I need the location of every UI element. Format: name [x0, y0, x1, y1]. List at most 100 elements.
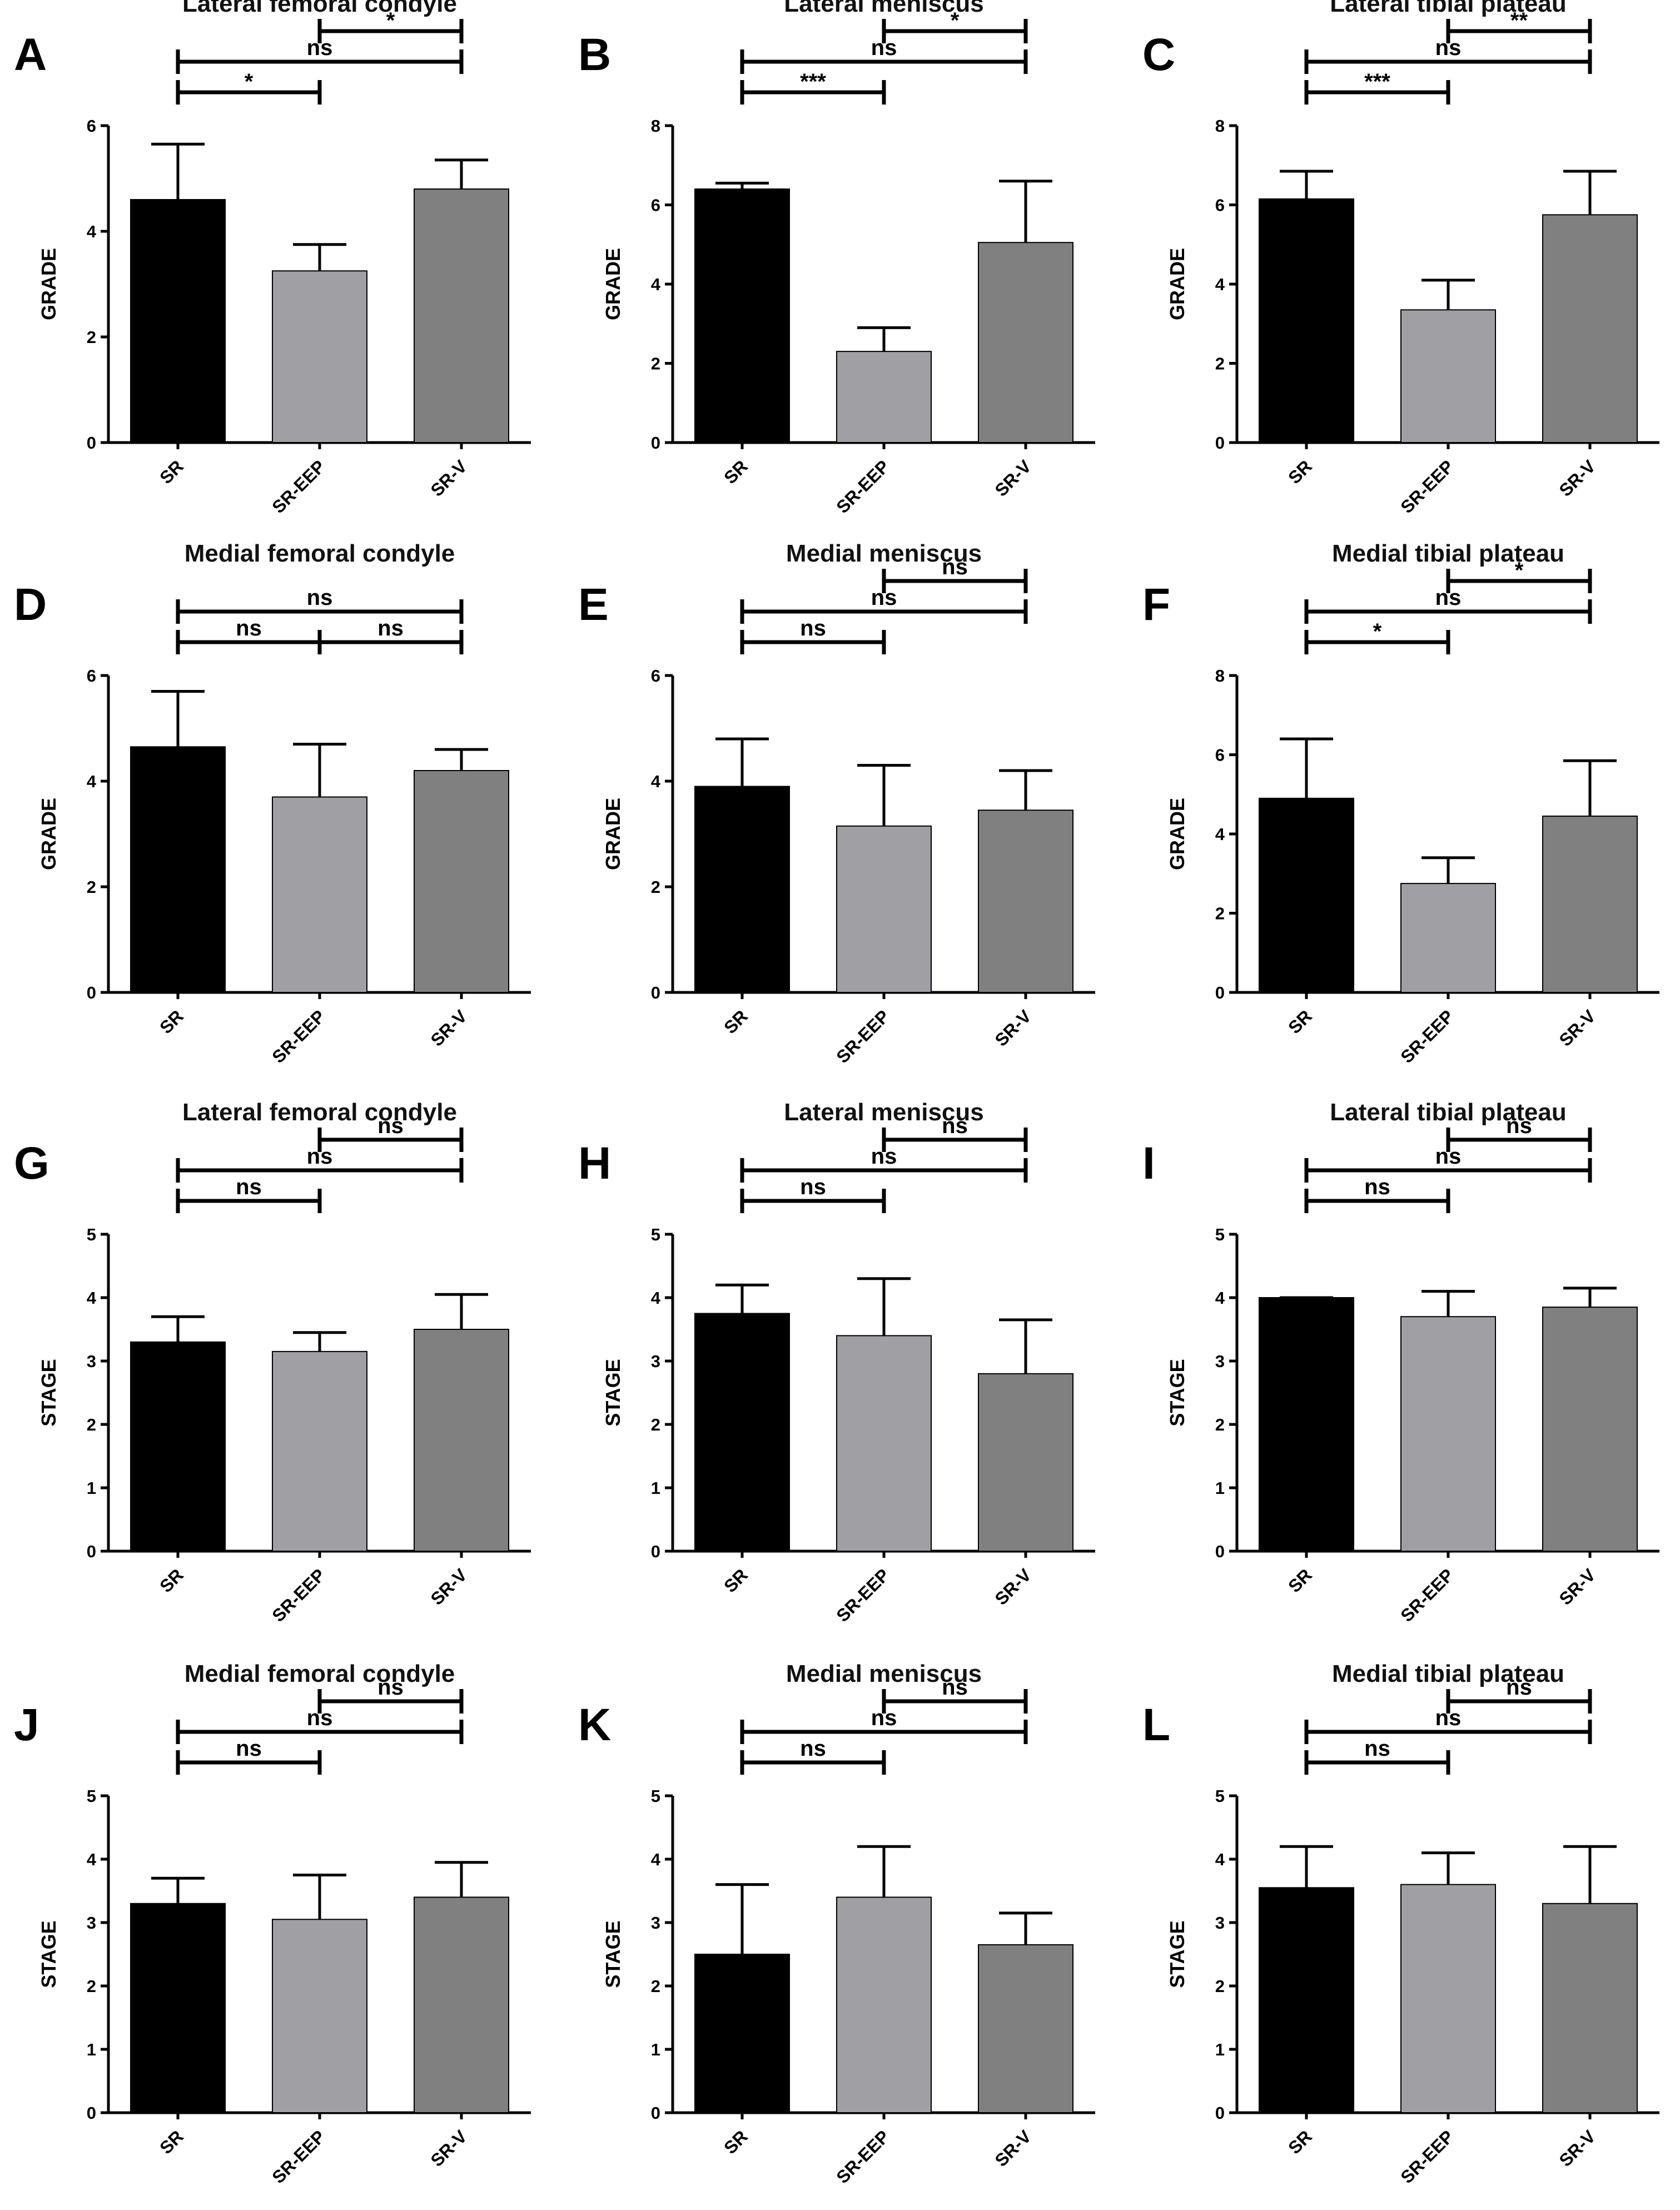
x-tick-label: SR-EEP: [1396, 1565, 1458, 1626]
significance-label: *: [245, 69, 254, 94]
x-tick-label: SR: [720, 2126, 752, 2158]
significance-label: ***: [1364, 69, 1390, 94]
bar-sr-eep: [272, 796, 367, 993]
x-tick-label: SR-EEP: [832, 1565, 893, 1626]
significance-bracket: [1446, 569, 1592, 593]
y-tick-label: 1: [1215, 2040, 1225, 2059]
y-tick-label: 4: [87, 222, 97, 241]
y-axis-label: STAGE: [37, 1920, 60, 1988]
panel-letter: B: [578, 29, 611, 80]
significance-bracket: [176, 1158, 464, 1183]
y-tick-label: 0: [651, 983, 660, 1002]
panel-letter: A: [14, 29, 47, 80]
y-tick-label: 6: [1215, 746, 1225, 765]
x-tick-label: SR-V: [1555, 1565, 1599, 1609]
significance-bracket: [1304, 1750, 1450, 1775]
significance-bracket: [1304, 1158, 1592, 1183]
panel-A: Lateral femoral condyle A GRADE 0 2 4 6 SR SR-EE…: [14, 0, 531, 517]
y-tick-label: 2: [87, 1415, 96, 1434]
x-tick-label: SR-EEP: [832, 1006, 893, 1067]
y-tick-label: 4: [1215, 825, 1225, 844]
x-tick-label: SR: [1284, 456, 1316, 488]
bar-sr: [1259, 1297, 1354, 1552]
panel-title: Lateral femoral condyle: [182, 1099, 457, 1126]
significance-bracket: [317, 630, 464, 654]
y-tick-label: 0: [1215, 1542, 1225, 1561]
x-tick-label: SR: [156, 456, 187, 488]
significance-label: ns: [942, 1114, 968, 1138]
y-tick-label: 0: [1215, 2103, 1225, 2123]
y-tick-label: 6: [87, 666, 96, 686]
significance-label: **: [1510, 8, 1528, 33]
y-tick-label: 4: [1215, 275, 1225, 294]
panel-letter: E: [578, 579, 609, 630]
y-axis-label: GRADE: [1166, 798, 1189, 870]
x-tick-label: SR-V: [1555, 1006, 1599, 1050]
x-tick-label: SR-V: [426, 456, 471, 500]
x-tick-label: SR-V: [1555, 2126, 1599, 2171]
y-axis-label: STAGE: [602, 1920, 624, 1988]
y-axis-label: GRADE: [602, 798, 624, 870]
significance-bracket: [176, 1750, 322, 1775]
y-axis-label: GRADE: [1166, 248, 1189, 320]
panel-C: Lateral tibial plateau C GRADE 0 2 4 6 8 SR SR-EE…: [1142, 0, 1659, 517]
y-tick-label: 5: [87, 1225, 96, 1244]
significance-bracket: [740, 1720, 1028, 1744]
y-axis-label: GRADE: [602, 248, 624, 320]
significance-bracket: [317, 1128, 464, 1152]
panel-title: Medial tibial plateau: [1332, 1660, 1564, 1687]
significance-bracket: [176, 599, 464, 624]
x-tick-label: SR-EEP: [1396, 456, 1458, 517]
x-tick-label: SR-EEP: [1396, 2126, 1458, 2187]
y-tick-label: 0: [87, 1542, 96, 1561]
x-tick-label: SR-V: [991, 456, 1035, 500]
significance-label: ns: [377, 1114, 404, 1138]
significance-label: *: [1515, 558, 1524, 583]
panel-title: Lateral femoral condyle: [182, 0, 457, 17]
significance-label: ns: [236, 1736, 262, 1761]
significance-label: ns: [1506, 1114, 1532, 1138]
y-tick-label: 2: [651, 877, 660, 897]
significance-label: ns: [800, 1736, 826, 1761]
x-tick-label: SR: [1284, 2126, 1316, 2158]
panel-D: Medial femoral condyle D GRADE 0 2 4 6 SR SR-EEP…: [14, 540, 531, 1067]
y-tick-label: 0: [1215, 433, 1225, 453]
bar-sr-eep: [1400, 1316, 1496, 1552]
y-tick-label: 6: [651, 196, 660, 215]
y-tick-label: 4: [651, 772, 661, 791]
panel-title: Medial femoral condyle: [185, 1660, 455, 1687]
y-tick-label: 4: [87, 772, 97, 791]
significance-label: *: [951, 8, 960, 33]
significance-bracket: [882, 1128, 1028, 1152]
significance-label: ns: [800, 1175, 826, 1199]
bar-sr: [1259, 1887, 1354, 2114]
bar-sr-eep: [1400, 309, 1496, 443]
significance-bracket: [740, 80, 886, 105]
y-tick-label: 0: [87, 2103, 96, 2123]
x-tick-label: SR: [1284, 1565, 1316, 1596]
significance-bracket: [1304, 599, 1592, 624]
bar-sr-eep: [836, 1335, 932, 1552]
y-tick-label: 0: [651, 2103, 660, 2123]
y-tick-label: 4: [651, 1288, 661, 1308]
y-tick-label: 2: [1215, 354, 1225, 374]
significance-bracket: [1446, 1689, 1592, 1714]
bar-sr-v: [414, 1329, 509, 1552]
y-tick-label: 2: [651, 354, 660, 374]
panel-B: Lateral meniscus B GRADE 0 2 4 6 8 SR SR-EEP SR-V *…: [578, 0, 1095, 517]
x-tick-label: SR: [156, 1565, 187, 1596]
significance-bracket: [882, 1689, 1028, 1714]
panel-letter: D: [14, 579, 47, 630]
significance-bracket: [740, 1158, 1028, 1183]
significance-bracket: [740, 630, 886, 654]
panel-title: Lateral tibial plateau: [1330, 0, 1566, 17]
panel-letter: G: [14, 1138, 49, 1189]
bar-sr-eep: [836, 1896, 932, 2113]
bar-sr-v: [414, 1896, 509, 2113]
bar-sr-v: [978, 242, 1073, 443]
y-tick-label: 3: [651, 1352, 660, 1371]
bar-sr: [694, 786, 790, 993]
panel-letter: F: [1142, 579, 1170, 630]
significance-label: ns: [377, 616, 404, 640]
significance-bracket: [176, 80, 322, 105]
